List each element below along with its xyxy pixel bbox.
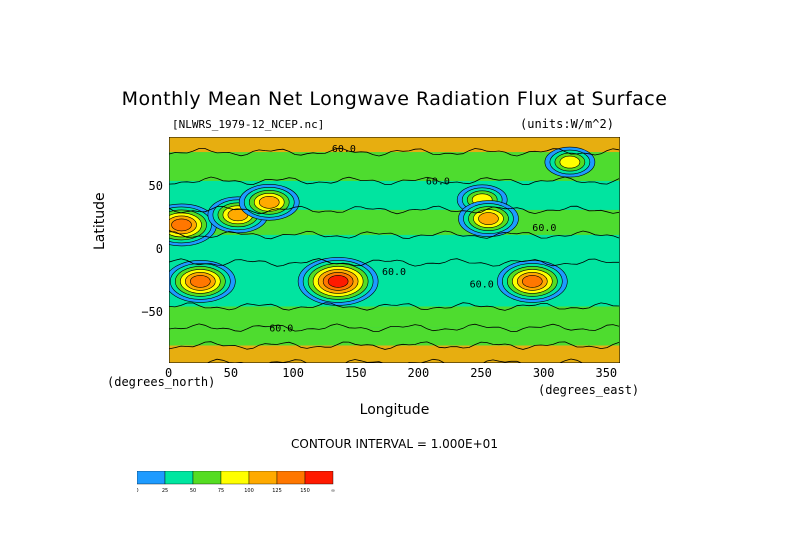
y-tick-label: 50 xyxy=(148,179,163,194)
y-axis-label: Latitude xyxy=(92,192,108,250)
contour-line-3 xyxy=(169,302,620,311)
colorbar: 0 25 50 75 100 125 150 ∞ xyxy=(137,471,335,494)
x-tick-label: 0 xyxy=(165,366,173,380)
band-8 xyxy=(169,137,620,153)
colorbar-level-label: 125 xyxy=(272,488,282,494)
contour-line-6 xyxy=(169,205,620,215)
contour-line-8 xyxy=(169,147,620,157)
colorbar-swatch-1 xyxy=(164,471,194,485)
colorbar-level-label: 25 xyxy=(162,488,168,494)
x-tick-label: 100 xyxy=(282,366,304,380)
contour-line-2 xyxy=(169,323,620,332)
hotspot-andes-level-125 xyxy=(522,275,543,288)
colorbar-swatch-5 xyxy=(276,471,306,485)
hotspot-greenland-arctic-level-75 xyxy=(559,155,581,169)
x-tick-label: 250 xyxy=(470,366,492,380)
x-unit-label: (degrees_east) xyxy=(538,383,640,397)
x-tick-label: 150 xyxy=(344,366,367,380)
chart-title: Monthly Mean Net Longwave Radiation Flux… xyxy=(121,88,668,110)
x-tick-label: 200 xyxy=(407,366,430,380)
colorbar-level-label: ∞ xyxy=(331,488,335,494)
hotspot-southern-africa-level-125 xyxy=(190,275,211,288)
x-tick-label: 50 xyxy=(223,366,239,380)
band-1 xyxy=(169,327,620,346)
contour-line-5 xyxy=(169,230,620,240)
contour-label-1: 60.0 xyxy=(426,177,450,188)
x-axis-label: Longitude xyxy=(359,402,430,418)
colorbar-level-label: 100 xyxy=(244,488,254,494)
band-0 xyxy=(169,345,620,363)
x-tick-label: 300 xyxy=(532,366,555,380)
hotspot-australia-level-150 xyxy=(327,275,349,288)
contour-label-2: 60.0 xyxy=(532,223,556,234)
heatmap-plot-area: 60.0 60.0 60.0 60.0 60.0 60.0 xyxy=(169,137,620,363)
colorbar-swatch-0 xyxy=(137,471,166,485)
colorbar-level-label: 0 xyxy=(137,488,139,494)
colorbar-level-label: 150 xyxy=(300,488,310,494)
colorbar-swatch-2 xyxy=(192,471,222,485)
colorbar-swatch-6 xyxy=(304,471,334,485)
y-unit-label: (degrees_north) xyxy=(107,375,216,389)
contour-labels: 60.0 60.0 60.0 60.0 60.0 60.0 xyxy=(269,144,556,335)
contour-label-4: 60.0 xyxy=(470,280,494,291)
contour-line-7 xyxy=(169,176,620,186)
hotspot-tibet-level-100 xyxy=(258,195,280,209)
chart-subtitle: [NLWRS_1979-12_NCEP.nc] xyxy=(172,118,325,131)
colorbar-swatch-3 xyxy=(220,471,250,485)
contour-label-0: 60.0 xyxy=(332,144,356,155)
chart-units: (units:W/m^2) xyxy=(520,117,614,131)
contour-line-1 xyxy=(169,341,620,350)
contour-label-5: 60.0 xyxy=(269,324,293,335)
contour-label-3: 60.0 xyxy=(382,267,406,278)
band-4 xyxy=(169,234,620,263)
x-tick-label: 350 xyxy=(595,366,618,380)
y-tick-label: −50 xyxy=(141,304,163,319)
contour-interval-text: CONTOUR INTERVAL = 1.000E+01 xyxy=(291,437,498,451)
hotspot-mexico-level-100 xyxy=(478,212,499,225)
hotspot-regions xyxy=(169,146,596,306)
contour-line-4 xyxy=(169,258,619,267)
colorbar-level-label: 75 xyxy=(218,488,224,494)
band-2 xyxy=(169,306,620,328)
colorbar-level-label: 50 xyxy=(190,488,196,494)
hotspot-sahara-level-125 xyxy=(171,218,192,232)
band-7 xyxy=(169,152,620,181)
y-tick-label: 0 xyxy=(155,242,163,256)
colorbar-swatch-4 xyxy=(248,471,278,485)
